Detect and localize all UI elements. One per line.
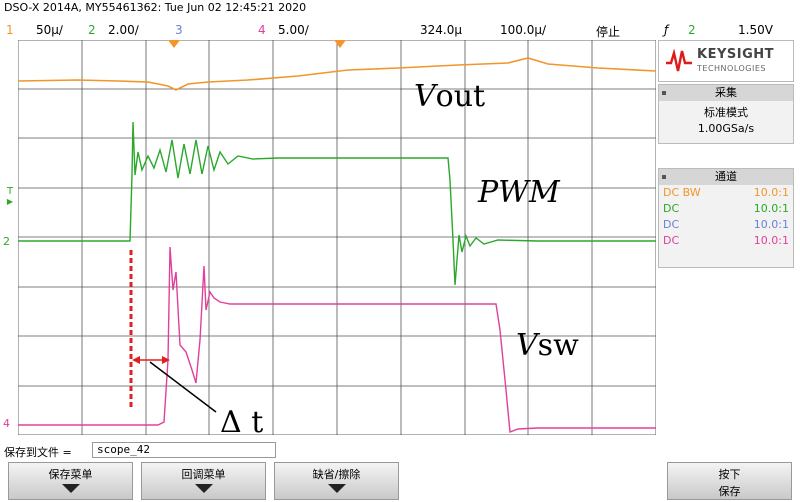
softkey-save-menu[interactable]: 保存菜单 — [8, 462, 133, 500]
graticule — [18, 40, 656, 435]
arrow-left-head — [132, 356, 140, 364]
ch4-number[interactable]: 4 — [258, 23, 266, 37]
channel-row: DC 10.0:1 — [663, 218, 789, 231]
acquire-box[interactable]: 采集 标准模式 1.00GSa/s — [658, 84, 794, 144]
delta-pointer-line — [149, 361, 217, 413]
label-delta-t: Δ t — [220, 405, 263, 435]
softkey-default-erase[interactable]: 缺省/擦除 — [274, 462, 399, 500]
arrow-down-icon — [61, 484, 80, 493]
label-pwm: PWM — [477, 175, 561, 210]
arrow-down-icon — [327, 484, 346, 493]
save-file-label: 保存到文件 = — [4, 446, 72, 459]
channels-box[interactable]: 通道 DC BW 10.0:1 DC 10.0:1 DC 10.0:1 DC 10.0:… — [658, 168, 794, 268]
channel-row: DC 10.0:1 — [663, 202, 789, 215]
side-panel: KEYSIGHT TECHNOLOGIES 采集 标准模式 1.00GSa/s … — [658, 40, 794, 268]
ch1-scale: 50µ∕ — [36, 23, 63, 37]
delay-readout: 100.0µ∕ — [500, 23, 547, 37]
trigger-position-marker — [168, 40, 180, 48]
ch3-number[interactable]: 3 — [175, 23, 183, 37]
ch4-ground-marker[interactable]: 4 — [3, 417, 10, 430]
ch2-number[interactable]: 2 — [88, 23, 96, 37]
save-file-bar: 保存到文件 = scope_42 — [0, 441, 800, 461]
softkey-recall-menu[interactable]: 回调菜单 — [141, 462, 266, 500]
brand-name: KEYSIGHT — [697, 47, 774, 62]
arrow-right-head — [162, 356, 170, 364]
softkey-press-to-save[interactable]: 按下 保存 — [667, 462, 792, 500]
ch1-number[interactable]: 1 — [6, 23, 14, 37]
ch2-ground-marker[interactable]: 2 — [3, 235, 10, 248]
delay-position-marker — [334, 40, 346, 48]
brand-box: KEYSIGHT TECHNOLOGIES — [658, 40, 794, 82]
timebase-readout: 324.0µ — [420, 23, 462, 37]
label-vsw: Vsw — [516, 328, 579, 363]
brand-sub: TECHNOLOGIES — [697, 64, 766, 73]
acquire-mode: 标准模式 — [704, 106, 748, 119]
trigger-level: 1.50V — [738, 23, 773, 37]
ch1-vout-trace — [18, 57, 656, 91]
channel-status-bar: 1 50µ∕ 2 2.00∕ 3 4 5.00∕ 324.0µ 100.0µ∕ … — [0, 20, 800, 42]
sample-rate: 1.00GSa/s — [697, 122, 755, 135]
trigger-channel: 2 — [688, 23, 696, 37]
channels-header: 通道 — [659, 169, 793, 185]
trigger-edge-icon: ƒ — [664, 23, 669, 37]
arrow-down-icon — [194, 484, 213, 493]
label-vout: Vout — [414, 79, 485, 114]
ch2-scale: 2.00∕ — [108, 23, 139, 37]
window-title: DSO-X 2014A, MY55461362: Tue Jun 02 12:4… — [4, 1, 307, 14]
channel-row: DC BW 10.0:1 — [663, 186, 789, 199]
run-state: 停止 — [596, 25, 621, 39]
trigger-level-marker: T ▶ — [6, 186, 14, 206]
keysight-logo-icon — [666, 49, 692, 72]
waveform-display[interactable]: Vout PWM Vsw Δ t — [18, 40, 656, 435]
acquire-header: 采集 — [659, 85, 793, 101]
filename-field[interactable]: scope_42 — [92, 442, 276, 458]
ch4-vsw-trace — [18, 246, 656, 433]
channel-row: DC 10.0:1 — [663, 234, 789, 247]
ch4-scale: 5.00∕ — [278, 23, 309, 37]
ch2-pwm-trace — [18, 121, 656, 286]
